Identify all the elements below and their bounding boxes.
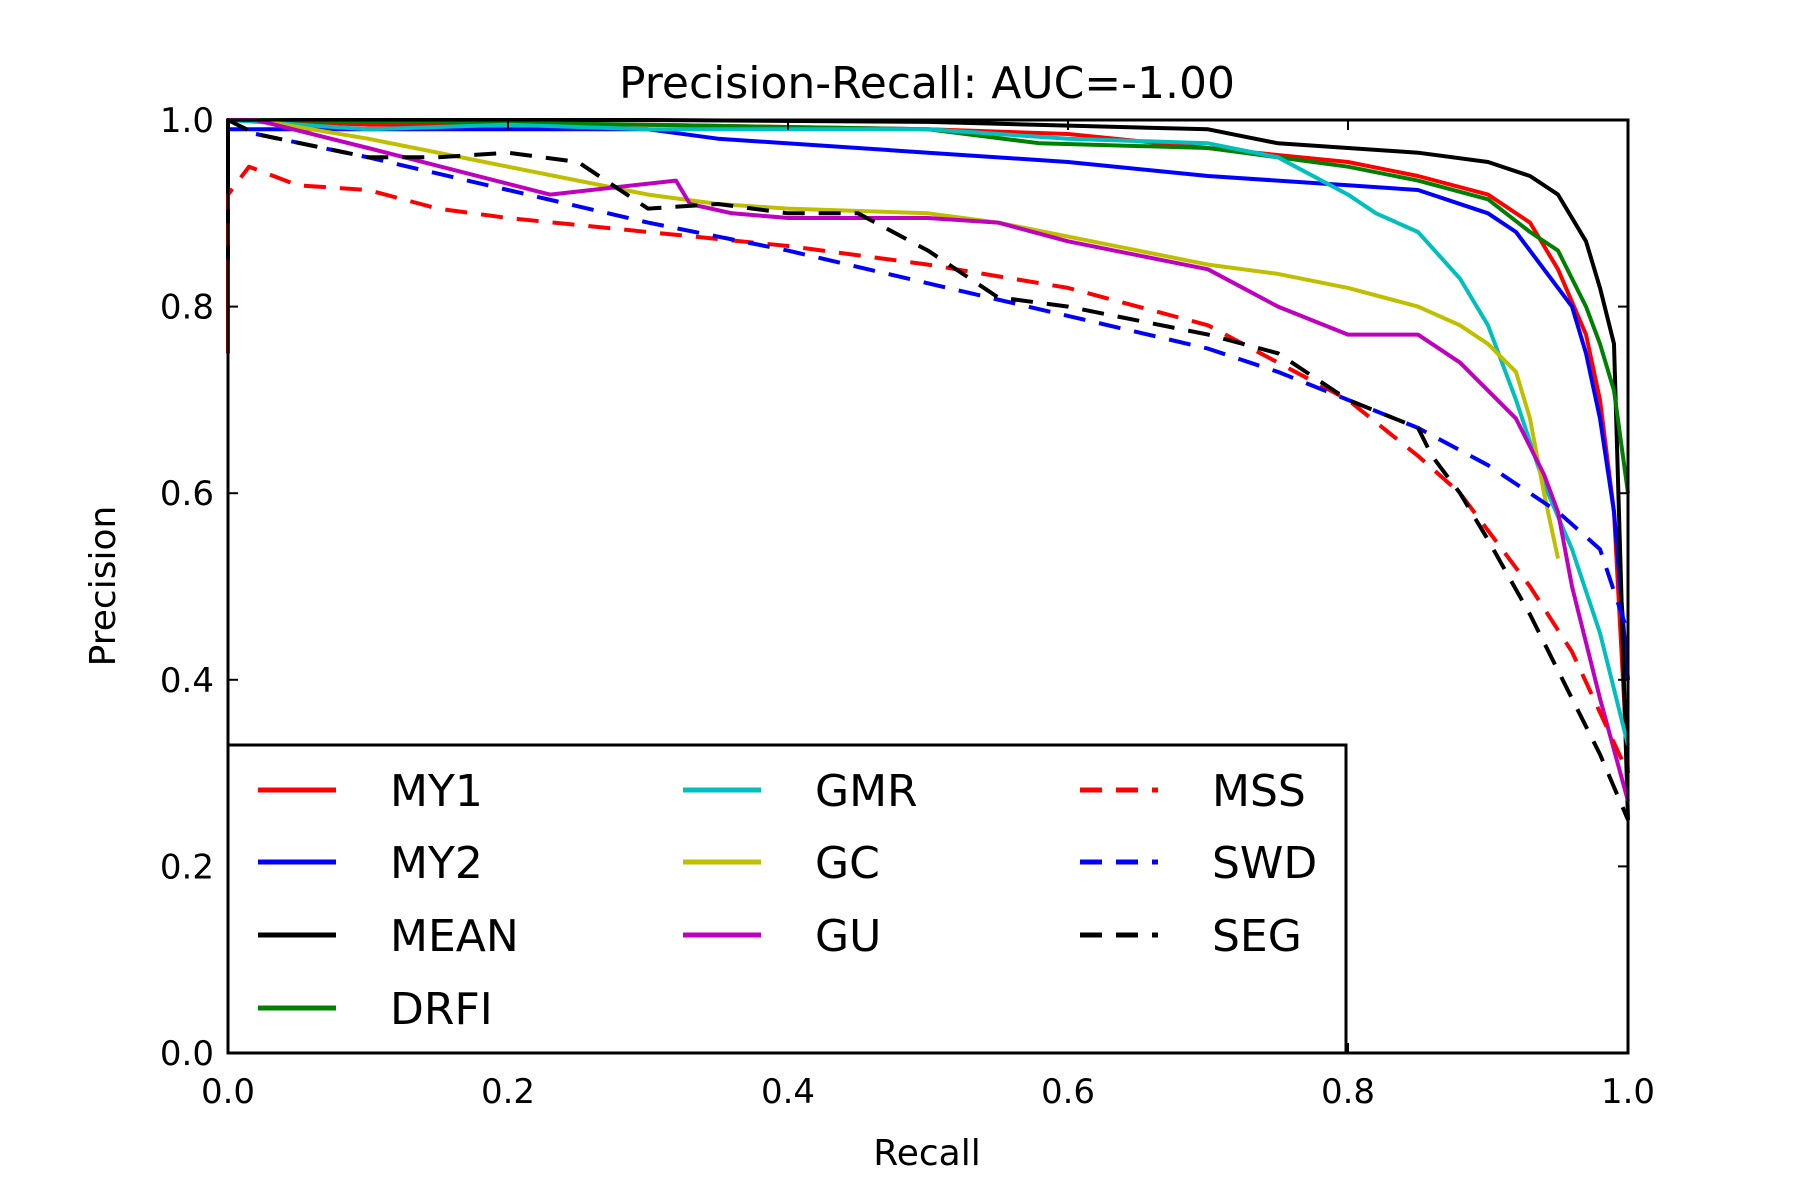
legend-label-mean: MEAN [390,911,519,962]
chart-title: Precision-Recall: AUC=-1.00 [619,58,1235,109]
tick-layer: 0.0 0.2 0.4 0.6 0.8 1.0 0.0 0.2 0.4 0.6 0.8 1.0 [160,101,1655,1112]
x-tick-label: 0.6 [1041,1072,1095,1112]
legend-label-seg: SEG [1212,911,1302,962]
legend-label-my2: MY2 [390,838,483,889]
y-axis-label: Precision [83,506,124,667]
series-line-gu [228,118,1630,802]
y-tick-label: 0.6 [160,474,214,514]
legend-label-gc: GC [815,838,880,889]
legend-label-my1: MY1 [390,766,483,817]
x-tick-label: 0.4 [761,1072,815,1112]
legend-box [226,743,1348,1055]
x-tick-label: 1.0 [1601,1072,1655,1112]
x-tick-label: 0.8 [1321,1072,1375,1112]
series-line-gc [228,118,1560,559]
y-tick-label: 0.8 [160,288,214,328]
series-line-seg [227,118,1630,821]
legend-label-gmr: GMR [815,766,918,817]
series-line-swd [255,132,1630,634]
y-tick-label: 0.2 [160,847,214,887]
x-axis-label: Recall [873,1133,980,1174]
y-tick-label: 0.4 [160,661,214,701]
series-line-gmr [227,118,1630,746]
series-line-mss [226,164,1630,774]
y-tick-label: 0.0 [160,1034,214,1074]
legend-label-mss: MSS [1212,766,1306,817]
legend-label-gu: GU [815,911,881,962]
legend: MY1 MY2 MEAN DRFI GMR GC GU MSS SWD SEG [226,743,1348,1055]
x-tick-label: 0.2 [481,1072,535,1112]
y-tick-label: 1.0 [160,101,214,141]
x-tick-label: 0.0 [201,1072,255,1112]
legend-label-swd: SWD [1212,838,1317,889]
series-line-my1 [226,118,1630,774]
legend-label-drfi: DRFI [390,984,493,1035]
series-line-drfi [228,118,1630,494]
